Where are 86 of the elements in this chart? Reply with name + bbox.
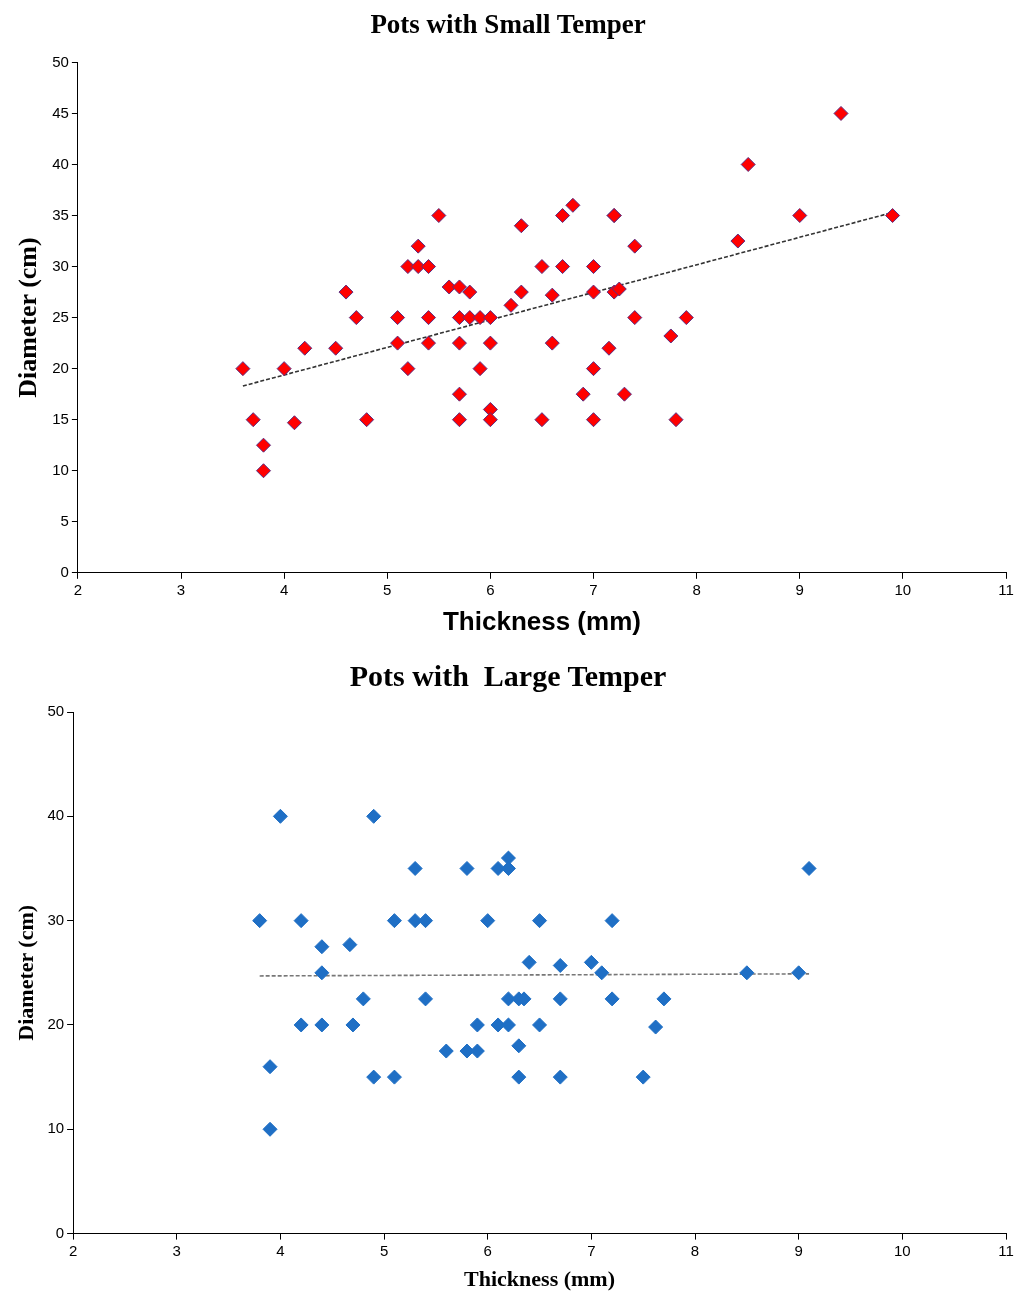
point bbox=[293, 1017, 309, 1033]
y-tick-label: 10 bbox=[47, 1119, 65, 1137]
x-tick-label: 5 bbox=[379, 1241, 389, 1259]
x-tick-label: 3 bbox=[176, 580, 186, 598]
y-tick-label: 50 bbox=[47, 702, 65, 720]
y-tick-label: 30 bbox=[47, 910, 65, 928]
point bbox=[521, 954, 537, 970]
y-tick-label: 40 bbox=[52, 154, 69, 172]
y-tick-label: 10 bbox=[52, 460, 69, 478]
point bbox=[355, 991, 371, 1007]
point bbox=[262, 1121, 278, 1137]
y-axis-title: Diameter (cm) bbox=[12, 904, 38, 1041]
x-tick-label: 2 bbox=[68, 1241, 78, 1259]
x-tick-label: 10 bbox=[894, 1241, 911, 1259]
point bbox=[366, 1069, 382, 1085]
point bbox=[345, 1017, 361, 1033]
point bbox=[459, 860, 475, 876]
y-tick-label: 30 bbox=[52, 256, 69, 274]
x-tick-label: 7 bbox=[587, 1241, 596, 1259]
point bbox=[407, 860, 423, 876]
point bbox=[469, 1017, 485, 1033]
point bbox=[532, 913, 548, 929]
point bbox=[314, 939, 330, 955]
y-tick-label: 20 bbox=[47, 1015, 65, 1033]
point bbox=[342, 937, 358, 953]
y-tick-label: 15 bbox=[52, 409, 69, 427]
point bbox=[272, 808, 288, 824]
point bbox=[552, 958, 568, 973]
point bbox=[314, 965, 330, 981]
point bbox=[386, 913, 402, 929]
point bbox=[490, 860, 506, 876]
point bbox=[262, 1059, 278, 1075]
y-tick-label: 0 bbox=[60, 562, 69, 580]
x-axis-title: Thickness (mm) bbox=[442, 605, 641, 636]
x-tick-label: 8 bbox=[690, 1241, 700, 1259]
y-tick-label: 5 bbox=[60, 511, 69, 529]
y-tick-label: 50 bbox=[52, 52, 69, 70]
point bbox=[418, 991, 434, 1007]
point bbox=[552, 991, 568, 1007]
x-tick-label: 3 bbox=[172, 1241, 181, 1259]
point bbox=[252, 913, 268, 929]
y-axis-title: Diameter (cm) bbox=[13, 237, 43, 398]
point bbox=[604, 913, 620, 929]
x-tick-label: 11 bbox=[998, 1241, 1014, 1259]
point bbox=[552, 1069, 568, 1085]
x-tick-label: 11 bbox=[998, 580, 1014, 598]
x-axis-title: Thickness (mm) bbox=[464, 1266, 616, 1292]
chart-title: Pots with Large Temper bbox=[349, 658, 667, 692]
point bbox=[532, 1017, 548, 1033]
x-tick-label: 9 bbox=[795, 580, 804, 598]
point bbox=[293, 913, 309, 929]
x-tick-label: 5 bbox=[383, 580, 392, 598]
point bbox=[583, 954, 599, 970]
chart-title: Pots with Small Temper bbox=[370, 9, 646, 40]
x-tick-label: 6 bbox=[483, 1241, 492, 1259]
x-tick-label: 4 bbox=[276, 1241, 285, 1259]
y-tick-label: 40 bbox=[47, 806, 65, 824]
point bbox=[739, 965, 755, 981]
point bbox=[386, 1069, 402, 1085]
point bbox=[418, 913, 434, 929]
point bbox=[791, 965, 807, 981]
point bbox=[656, 991, 672, 1007]
y-tick-label: 25 bbox=[52, 307, 69, 325]
point bbox=[314, 1017, 330, 1033]
x-tick-label: 6 bbox=[486, 580, 495, 598]
y-tick-label: 20 bbox=[52, 358, 69, 376]
x-tick-label: 4 bbox=[279, 580, 289, 598]
x-tick-label: 9 bbox=[794, 1241, 803, 1259]
point bbox=[407, 913, 423, 929]
point bbox=[511, 1038, 527, 1054]
point bbox=[648, 1019, 664, 1035]
point bbox=[635, 1069, 651, 1085]
y-tick-label: 35 bbox=[52, 205, 69, 223]
x-tick-label: 10 bbox=[894, 580, 912, 598]
x-tick-label: 8 bbox=[692, 580, 701, 598]
y-tick-label: 45 bbox=[52, 103, 69, 121]
point bbox=[801, 860, 817, 876]
point bbox=[594, 965, 610, 981]
x-tick-label: 2 bbox=[73, 580, 83, 598]
point bbox=[604, 991, 620, 1007]
x-tick-label: 7 bbox=[589, 580, 598, 598]
point bbox=[438, 1043, 454, 1059]
y-tick-label: 0 bbox=[55, 1223, 65, 1241]
point bbox=[511, 1069, 527, 1085]
point bbox=[366, 808, 382, 824]
point bbox=[480, 913, 496, 929]
